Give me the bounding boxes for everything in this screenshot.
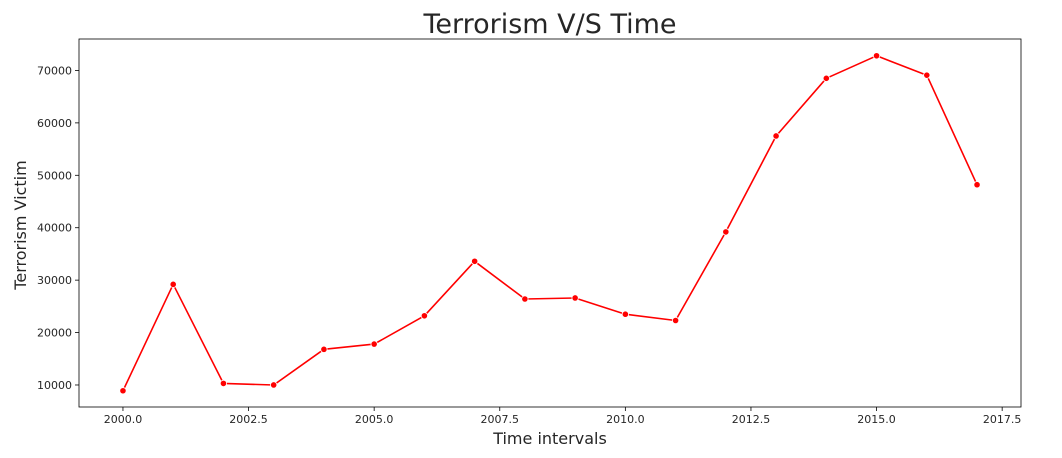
x-axis-ticks: 2000.0 2002.5 2005.0 2007.5 2010.0 2012.5 2015… bbox=[104, 407, 1022, 426]
y-tick-label: 70000 bbox=[37, 64, 72, 77]
y-tick-label: 20000 bbox=[37, 327, 72, 340]
data-point bbox=[270, 381, 278, 389]
y-tick-label: 40000 bbox=[37, 222, 72, 235]
data-point bbox=[722, 228, 730, 236]
data-point bbox=[872, 52, 881, 60]
data-point bbox=[169, 280, 177, 288]
data-point bbox=[320, 345, 328, 353]
y-axis-label: Terrorism Victim bbox=[11, 160, 30, 290]
data-point bbox=[772, 132, 780, 140]
x-tick-label: 2010.0 bbox=[606, 413, 645, 426]
y-tick-label: 30000 bbox=[37, 274, 72, 287]
data-point bbox=[621, 310, 629, 318]
data-point bbox=[370, 340, 378, 348]
y-tick-label: 50000 bbox=[37, 169, 72, 182]
data-point bbox=[923, 71, 931, 79]
data-point bbox=[219, 379, 228, 388]
y-axis-ticks: 10000 20000 30000 40000 50000 60000 70000 bbox=[37, 64, 79, 392]
x-tick-label: 2017.5 bbox=[983, 413, 1022, 426]
x-tick-label: 2005.0 bbox=[355, 413, 394, 426]
y-tick-label: 10000 bbox=[37, 379, 72, 392]
data-point bbox=[471, 257, 479, 265]
x-tick-label: 2007.5 bbox=[481, 413, 520, 426]
series-line bbox=[122, 54, 978, 392]
data-point bbox=[119, 387, 127, 395]
data-point bbox=[822, 74, 830, 82]
data-point bbox=[671, 316, 680, 325]
data-point bbox=[571, 294, 579, 302]
series-layer bbox=[119, 52, 981, 395]
x-tick-label: 2002.5 bbox=[229, 413, 268, 426]
data-point bbox=[973, 181, 981, 189]
x-tick-label: 2012.5 bbox=[732, 413, 771, 426]
data-point bbox=[521, 295, 529, 303]
x-tick-label: 2015.0 bbox=[857, 413, 896, 426]
data-point bbox=[420, 312, 428, 320]
y-tick-label: 60000 bbox=[37, 117, 72, 130]
chart-title: Terrorism V/S Time bbox=[422, 9, 676, 40]
plot-area-frame bbox=[78, 38, 1022, 408]
x-tick-label: 2000.0 bbox=[104, 413, 143, 426]
x-axis-label: Time intervals bbox=[492, 429, 607, 448]
